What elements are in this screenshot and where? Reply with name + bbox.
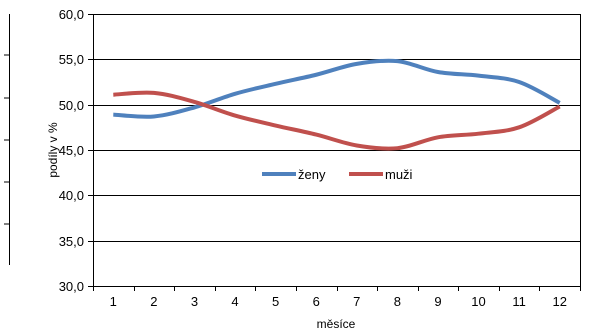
series-line-1 [113, 90, 561, 151]
y-tick-label: 55,0 [59, 52, 84, 67]
x-tick-label: 2 [150, 294, 157, 309]
y-tick-label: 50,0 [59, 98, 84, 113]
x-tick-label: 5 [272, 294, 279, 309]
y-tick-label: 30,0 [59, 279, 84, 294]
x-tick-label: 3 [191, 294, 198, 309]
x-tick-label: 11 [512, 294, 526, 309]
y-tick-label: 35,0 [59, 234, 84, 249]
legend: ženy muži [262, 167, 413, 182]
y-axis-title: podíly v % [46, 122, 60, 178]
x-axis-title: měsíce [317, 317, 356, 331]
x-tick-label: 8 [394, 294, 401, 309]
legend-label-zeny: ženy [298, 167, 326, 182]
x-tick-label: 1 [110, 294, 117, 309]
y-tick-label: 60,0 [59, 7, 84, 22]
y-tick-label: 40,0 [59, 188, 84, 203]
legend-label-muzi: muži [385, 167, 413, 182]
x-tick-label: 6 [313, 294, 320, 309]
series-lines [113, 58, 561, 151]
x-tick-label: 10 [471, 294, 485, 309]
adjacent-chart-edge [4, 14, 10, 265]
y-axis-ticks: 30,0 35,0 40,0 45,0 50,0 55,0 60,0 [59, 7, 93, 294]
x-tick-label: 9 [434, 294, 441, 309]
series-line-0 [113, 58, 561, 119]
x-axis-ticks: 1 2 3 4 5 6 7 8 9 10 11 12 [93, 286, 581, 309]
gridlines [93, 59, 580, 242]
x-tick-label: 4 [231, 294, 238, 309]
y-tick-label: 45,0 [59, 143, 84, 158]
x-tick-label: 7 [353, 294, 360, 309]
x-tick-label: 12 [552, 294, 566, 309]
